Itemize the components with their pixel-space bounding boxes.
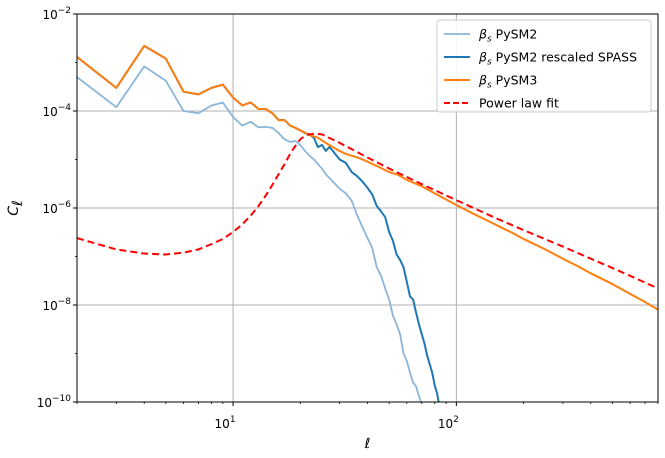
- axis-ticks: 101 102 10−10 10−8 10−6 10−4 10−2: [37, 6, 659, 431]
- legend: βs PySM2 βs PySM2 rescaled SPASS βs PySM3 P…: [436, 19, 652, 113]
- y-tick-label: 10−2: [42, 6, 71, 22]
- series-line-1: [77, 65, 422, 402]
- series-line-4: [77, 132, 658, 290]
- x-tick-label: 102: [438, 415, 459, 431]
- legend-label: βs PySM2: [478, 27, 537, 45]
- y-tick-label: 10−6: [42, 200, 71, 216]
- x-tick-label: 101: [215, 415, 236, 431]
- legend-label: βs PySM2 rescaled SPASS: [478, 50, 637, 68]
- y-tick-label: 10−8: [42, 297, 71, 313]
- x-axis-label: ℓ: [364, 436, 371, 452]
- legend-box: [436, 19, 652, 113]
- y-tick-label: 10−10: [37, 394, 72, 410]
- series-line-2: [77, 44, 440, 402]
- series-line-3: [77, 44, 658, 311]
- y-axis-label: Cℓ: [6, 200, 26, 216]
- legend-label: βs PySM3: [478, 73, 537, 91]
- series-lines: [77, 44, 658, 402]
- legend-label: Power law fit: [479, 96, 559, 111]
- y-tick-label: 10−4: [42, 103, 71, 119]
